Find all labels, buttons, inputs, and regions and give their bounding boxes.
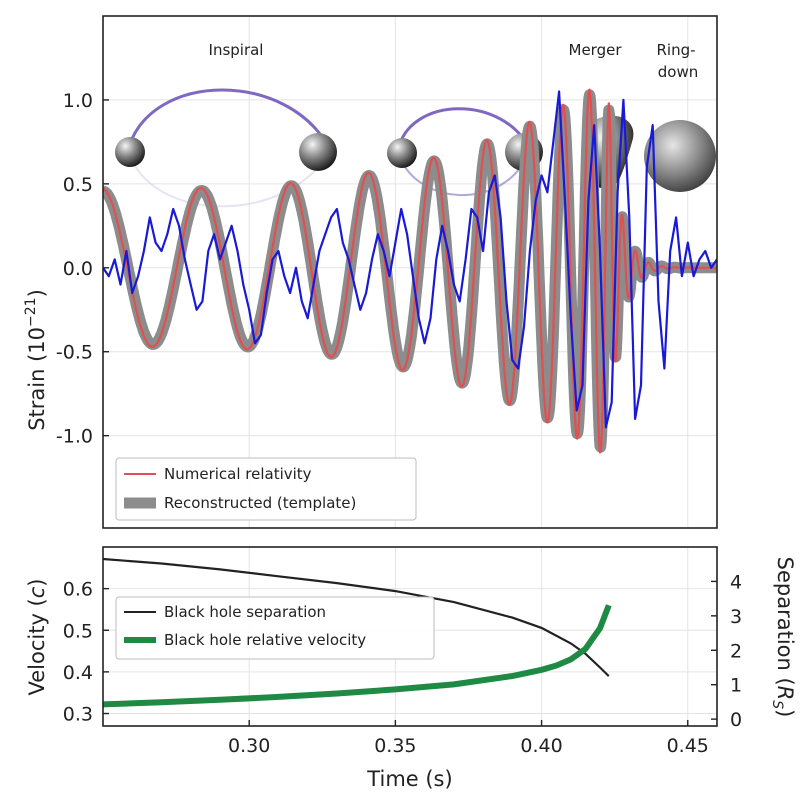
strain-plot-frame xyxy=(102,15,718,529)
velocity-plot-frame xyxy=(102,546,718,727)
separation-ytick-label-0: 4 xyxy=(730,571,742,593)
velocity-axis-label: Velocity (c) xyxy=(25,579,49,696)
velocity-ytick-label-3: 0.3 xyxy=(63,704,93,726)
phase-label-ringdown-1: Ring- xyxy=(656,41,695,59)
black-hole-2a xyxy=(387,138,417,168)
time-xtick-label-1: 0.35 xyxy=(374,735,416,757)
time-xtick-label-2: 0.40 xyxy=(520,735,562,757)
legend-label-separation: Black hole separation xyxy=(164,603,326,621)
separation-label-s: S xyxy=(769,700,785,709)
phase-label-ringdown-2: down xyxy=(658,63,698,81)
velocity-ytick-label-0: 0.6 xyxy=(63,579,93,601)
time-axis-label: Time (s) xyxy=(366,767,452,791)
strain-axis-label: Strain (10−21) xyxy=(23,289,49,431)
separation-ytick-label-1: 3 xyxy=(730,606,742,628)
orbit-trail-2 xyxy=(396,107,532,151)
numerical-relativity-line xyxy=(103,88,717,454)
velocity-label-c: c xyxy=(25,586,49,598)
svg-text:Strain (10−21): Strain (10−21) xyxy=(23,289,49,431)
svg-text:Separation (RS): Separation (RS) xyxy=(769,557,797,718)
orbit-trail-2-faded xyxy=(397,149,531,197)
separation-line xyxy=(103,557,610,677)
separation-label-close: ) xyxy=(773,709,797,717)
separation-label-text: Separation ( xyxy=(773,557,797,686)
strain-ytick-label-4: -1.0 xyxy=(56,426,93,448)
velocity-line xyxy=(103,604,612,708)
legend-label-template: Reconstructed (template) xyxy=(164,494,356,512)
strain-label-exponent: −21 xyxy=(23,297,39,327)
ringdown-black-hole xyxy=(644,120,716,192)
strain-ytick-label-3: -0.5 xyxy=(56,342,93,364)
velocity-label-text: Velocity ( xyxy=(25,598,49,695)
phase-label-merger: Merger xyxy=(569,41,623,59)
velocity-label-close: ) xyxy=(25,579,49,587)
legend-label-nr: Numerical relativity xyxy=(164,465,312,483)
time-axis-ticks: 0.30 0.35 0.40 0.45 xyxy=(228,720,709,757)
black-hole-1a xyxy=(115,137,145,167)
svg-text:Velocity (c): Velocity (c) xyxy=(25,579,49,696)
strain-label-text: Strain (10 xyxy=(25,327,49,431)
strain-legend-box xyxy=(115,457,417,521)
separation-axis-ticks: 4 3 2 1 0 xyxy=(711,571,742,731)
velocity-axis-ticks: 0.6 0.5 0.4 0.3 xyxy=(63,579,109,726)
strain-ytick-label-0: 1.0 xyxy=(63,90,93,112)
orbit-trail-1 xyxy=(126,88,332,151)
black-hole-1b xyxy=(299,133,337,171)
separation-ytick-label-2: 2 xyxy=(730,640,742,662)
strain-axis-ticks: 1.0 0.5 0.0 -0.5 -1.0 xyxy=(56,90,109,448)
velocity-ytick-label-1: 0.5 xyxy=(63,620,93,642)
orbit-trail-1-faded xyxy=(127,149,331,208)
separation-ytick-label-3: 1 xyxy=(730,675,742,697)
strain-legend: Numerical relativity Reconstructed (temp… xyxy=(115,457,417,521)
observed-strain-line xyxy=(103,90,717,429)
velocity-ytick-label-2: 0.4 xyxy=(63,662,93,684)
strain-ytick-label-1: 0.5 xyxy=(63,174,93,196)
time-xtick-label-3: 0.45 xyxy=(667,735,709,757)
separation-ytick-label-4: 0 xyxy=(730,709,742,731)
velocity-legend-box xyxy=(115,596,435,660)
velocity-legend: Black hole separation Black hole relativ… xyxy=(115,596,435,660)
separation-label-r: R xyxy=(773,686,797,701)
phase-label-inspiral: Inspiral xyxy=(209,41,264,59)
separation-axis-label: Separation (RS) xyxy=(769,557,797,718)
strain-label-close: ) xyxy=(25,289,49,297)
strain-ytick-label-2: 0.0 xyxy=(63,258,93,280)
time-xtick-label-0: 0.30 xyxy=(228,735,270,757)
legend-label-velocity: Black hole relative velocity xyxy=(164,631,366,649)
